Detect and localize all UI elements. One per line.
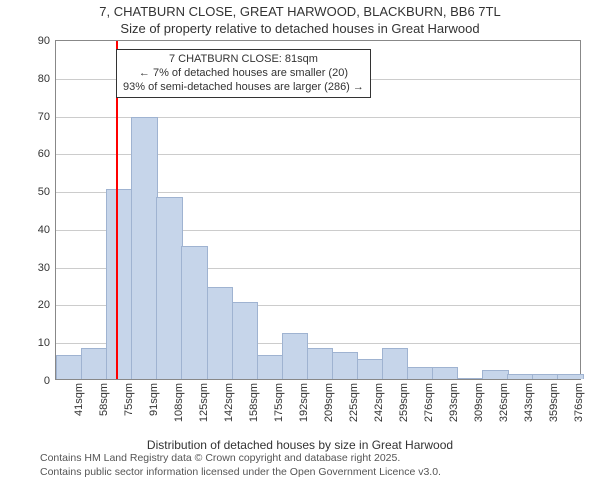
x-tick-label: 343sqm	[523, 383, 535, 422]
y-tick-label: 70	[38, 111, 50, 123]
y-tick-label: 20	[38, 299, 50, 311]
histogram-bar	[532, 374, 559, 379]
x-tick-label: 175sqm	[273, 383, 285, 422]
y-tick-label: 40	[38, 224, 50, 236]
x-tick-label: 225sqm	[348, 383, 360, 422]
y-tick-label: 90	[38, 35, 50, 47]
chart-title-line1: 7, CHATBURN CLOSE, GREAT HARWOOD, BLACKB…	[0, 4, 600, 19]
histogram-bar	[257, 355, 284, 379]
histogram-bar	[81, 348, 108, 379]
footer-line2: Contains public sector information licen…	[40, 466, 600, 480]
histogram-bar	[382, 348, 409, 379]
histogram-bar	[156, 197, 183, 379]
histogram-bar	[432, 367, 459, 379]
x-tick-label: 259sqm	[398, 383, 410, 422]
x-tick-label: 142sqm	[223, 383, 235, 422]
x-tick-label: 75sqm	[123, 383, 135, 416]
annotation-box: 7 CHATBURN CLOSE: 81sqm← 7% of detached …	[116, 49, 371, 98]
x-tick-label: 41sqm	[73, 383, 85, 416]
x-tick-label: 359sqm	[548, 383, 560, 422]
y-tick-label: 10	[38, 337, 50, 349]
histogram-bar	[207, 287, 234, 379]
chart-title-line2: Size of property relative to detached ho…	[0, 21, 600, 36]
annotation-line: ← 7% of detached houses are smaller (20)	[123, 67, 364, 81]
histogram-bar	[181, 246, 208, 379]
x-tick-label: 108sqm	[173, 383, 185, 422]
y-tick-label: 60	[38, 148, 50, 160]
histogram-bar	[307, 348, 334, 379]
histogram-bar	[56, 355, 83, 379]
y-tick-label: 80	[38, 73, 50, 85]
histogram-bar	[232, 302, 259, 379]
histogram-bar	[457, 378, 484, 379]
footer-line1: Contains HM Land Registry data © Crown c…	[40, 452, 600, 466]
x-tick-label: 209sqm	[323, 383, 335, 422]
x-tick-label: 276sqm	[423, 383, 435, 422]
plot-area: 010203040506070809041sqm58sqm75sqm91sqm1…	[55, 40, 581, 380]
attribution-footer: Contains HM Land Registry data © Crown c…	[40, 452, 600, 479]
histogram-bar	[131, 117, 158, 379]
y-tick-label: 0	[44, 375, 50, 387]
x-tick-label: 326sqm	[498, 383, 510, 422]
histogram-bar	[407, 367, 434, 379]
histogram-bar	[332, 352, 359, 379]
histogram-bar	[557, 374, 584, 379]
histogram-bar	[282, 333, 309, 379]
x-tick-label: 91sqm	[148, 383, 160, 416]
annotation-line: 93% of semi-detached houses are larger (…	[123, 81, 364, 95]
x-tick-label: 376sqm	[573, 383, 585, 422]
x-tick-label: 192sqm	[298, 383, 310, 422]
histogram-bar	[106, 189, 133, 379]
annotation-line: 7 CHATBURN CLOSE: 81sqm	[123, 53, 364, 67]
histogram-bar	[507, 374, 534, 379]
histogram-bar	[482, 370, 509, 379]
histogram-bar	[357, 359, 384, 379]
x-tick-label: 293sqm	[448, 383, 460, 422]
x-tick-label: 158sqm	[248, 383, 260, 422]
chart-area: Number of detached properties 0102030405…	[0, 40, 600, 438]
x-tick-label: 58sqm	[98, 383, 110, 416]
x-tick-label: 242sqm	[373, 383, 385, 422]
x-tick-label: 125sqm	[198, 383, 210, 422]
y-tick-label: 30	[38, 262, 50, 274]
x-tick-label: 309sqm	[473, 383, 485, 422]
x-axis-label: Distribution of detached houses by size …	[0, 438, 600, 452]
y-tick-label: 50	[38, 186, 50, 198]
